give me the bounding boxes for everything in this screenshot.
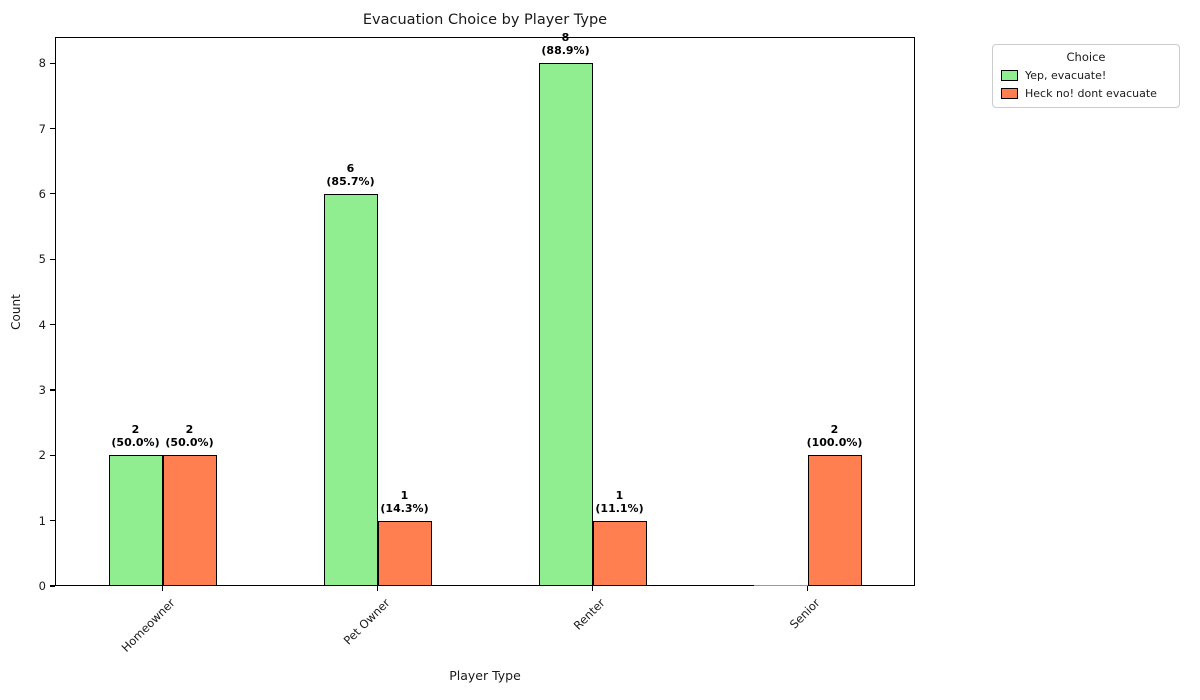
bar-count-label: 2 [185,423,194,437]
y-tick-label-3: 3 [38,382,46,397]
bar-count-label: 2 [131,423,140,437]
y-tick-label-6: 6 [38,186,46,201]
chart-title: Evacuation Choice by Player Type [362,12,608,28]
legend-label-no-evacuate: Heck no! dont evacuate [1025,87,1157,100]
legend: Choice Yep, evacuate! Heck no! dont evac… [992,44,1180,108]
y-tick-mark-4 [50,323,55,326]
x-tick-mark-homeowner [161,586,164,591]
y-tick-label-4: 4 [38,317,46,332]
bar-label-heck-no-dont-evacuate-homeowner: 2 (50.0%) [140,423,240,449]
bar-yep-evacuate-renter [538,63,593,586]
legend-item-no-evacuate: Heck no! dont evacuate [1001,87,1171,100]
y-axis-label: Count [9,294,23,330]
y-tick-label-1: 1 [38,513,46,528]
bar-label-heck-no-dont-evacuate-renter: 1 (11.1%) [570,489,670,515]
bar-percent-label: (100.0%) [806,436,863,450]
bar-percent-label: (50.0%) [111,436,160,450]
bar-label-yep-evacuate-homeowner: 2 (50.0%) [86,423,186,449]
y-tick-mark-7 [50,127,55,130]
bar-yep-evacuate-pet-owner [323,193,378,586]
bar-heck-no-dont-evacuate-pet-owner [377,520,432,586]
x-axis-label: Player Type [449,668,521,683]
y-tick-label-8: 8 [38,56,46,71]
bar-label-heck-no-dont-evacuate-pet-owner: 1 (14.3%) [355,489,455,515]
y-tick-label-2: 2 [38,448,46,463]
y-tick-label-5: 5 [38,252,46,267]
legend-swatch-yes-evacuate [1001,70,1018,81]
y-tick-mark-0 [50,585,55,587]
x-tick-mark-pet-owner [376,586,379,591]
legend-title: Choice [1066,50,1106,64]
y-tick-label-7: 7 [38,121,46,136]
legend-swatch-no-evacuate [1001,88,1018,99]
bar-yep-evacuate-homeowner [108,455,163,586]
bar-percent-label: (88.9%) [541,44,590,58]
legend-item-yes-evacuate: Yep, evacuate! [1001,69,1171,82]
y-tick-mark-5 [50,258,55,260]
bar-count-label: 2 [830,423,839,437]
y-tick-mark-1 [50,520,55,522]
bar-count-label: 1 [615,488,624,502]
bar-heck-no-dont-evacuate-renter [592,520,647,586]
y-tick-label-0: 0 [38,579,46,593]
bar-count-label: 8 [561,31,570,45]
x-tick-mark-senior [806,586,809,591]
bar-count-label: 6 [346,161,355,175]
bar-yep-evacuate-senior-zero [753,584,808,586]
bar-label-yep-evacuate-renter: 8 (88.9%) [516,31,616,57]
y-tick-mark-6 [50,193,55,195]
y-tick-mark-3 [50,389,55,391]
y-tick-mark-2 [50,454,55,456]
bar-percent-label: (14.3%) [380,501,429,515]
bar-count-label: 1 [400,488,409,502]
x-tick-mark-renter [591,586,594,591]
legend-label-yes-evacuate: Yep, evacuate! [1025,69,1107,82]
y-tick-mark-8 [50,62,55,64]
bar-heck-no-dont-evacuate-senior [807,455,862,586]
bar-label-heck-no-dont-evacuate-senior: 2 (100.0%) [785,423,885,449]
bar-label-yep-evacuate-pet-owner: 6 (85.7%) [301,162,401,188]
bar-percent-label: (50.0%) [165,436,214,450]
bar-percent-label: (11.1%) [595,501,644,515]
bar-percent-label: (85.7%) [326,174,375,188]
bar-heck-no-dont-evacuate-homeowner [162,455,217,586]
